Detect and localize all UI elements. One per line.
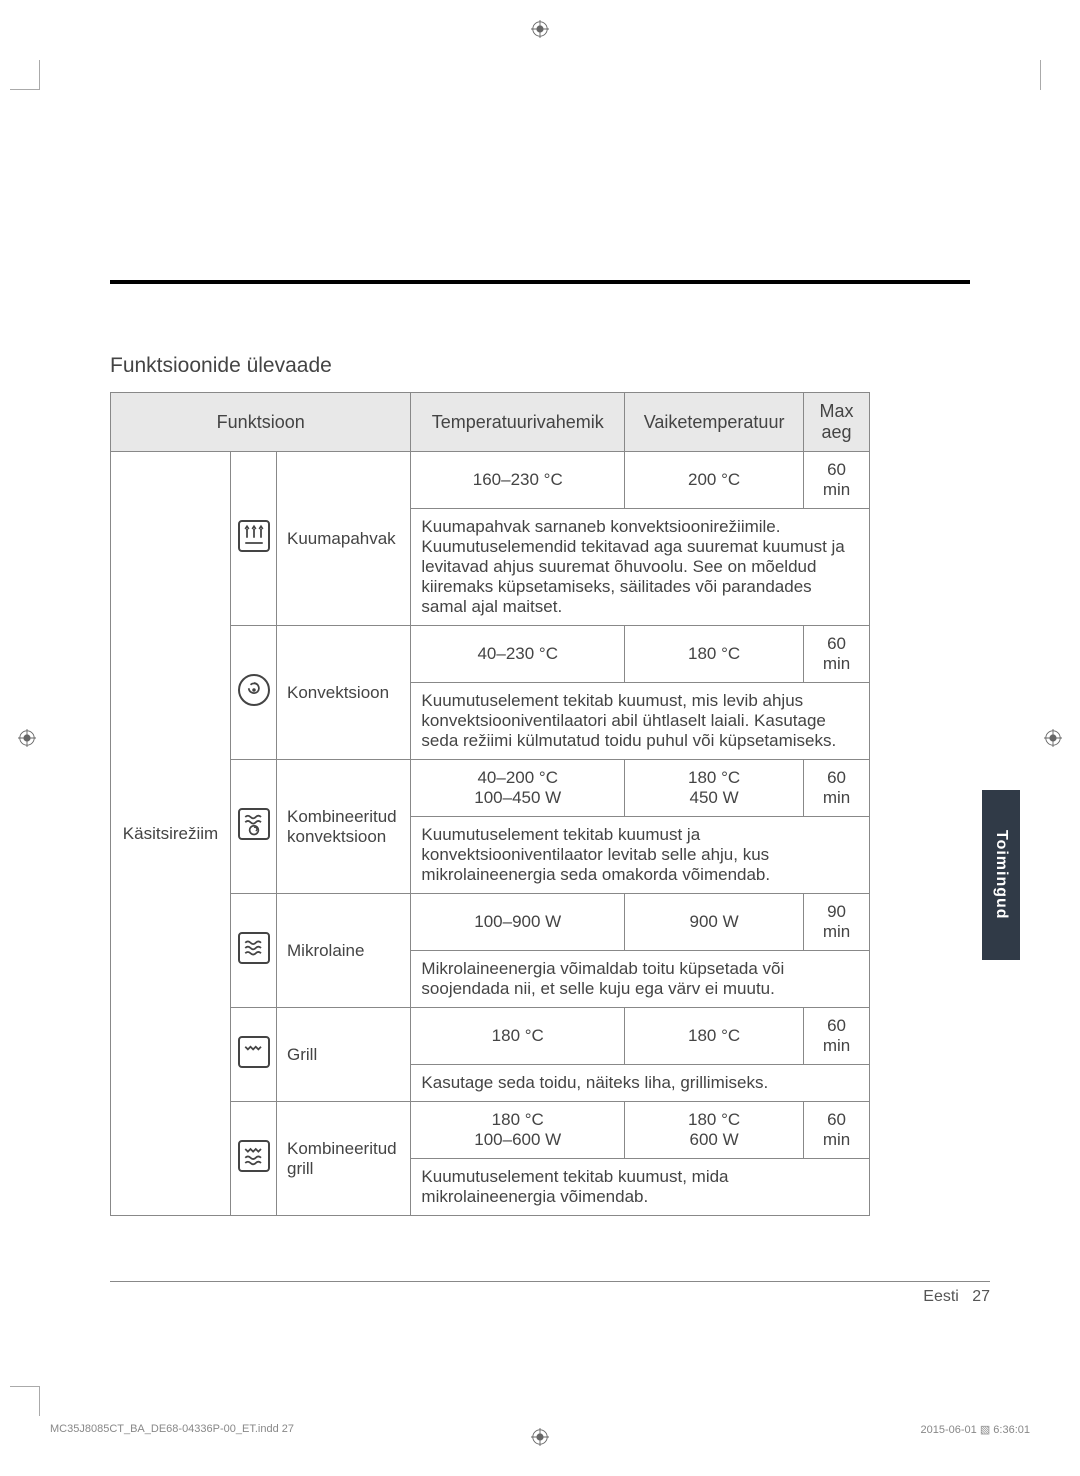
desc-cell: Mikrolaineenergia võimaldab toitu küpset… [411,951,870,1008]
combi-grill-icon [238,1140,270,1172]
side-tab: Toimingud [982,790,1020,960]
def-cell: 200 °C [625,452,804,509]
table-header-row: Funktsioon Temperatuurivahemik Vaiketemp… [111,393,870,452]
max-cell: 60 min [804,452,870,509]
max-cell: 60 min [804,760,870,817]
footer-page: 27 [972,1288,990,1305]
section-title: Funktsioonide ülevaade [110,354,970,378]
temp-cell: 40–230 °C [411,626,625,683]
icon-cell [231,452,277,626]
temp-cell: 40–200 °C 100–450 W [411,760,625,817]
icon-cell [231,1008,277,1102]
desc-cell: Kuumapahvak sarnaneb konvektsioonirežiim… [411,509,870,626]
max-cell: 60 min [804,1102,870,1159]
max-cell: 90 min [804,894,870,951]
desc-cell: Kuumutuselement tekitab kuumust ja konve… [411,817,870,894]
icon-cell [231,1102,277,1216]
header-rule [110,280,970,284]
def-cell: 180 °C [625,626,804,683]
print-left: MC35J8085CT_BA_DE68-04336P-00_ET.indd 27 [50,1423,294,1436]
func-name: Mikrolaine [277,894,411,1008]
def-cell: 180 °C [625,1008,804,1065]
icon-cell [231,760,277,894]
max-cell: 60 min [804,1008,870,1065]
side-tab-label: Toimingud [992,830,1010,920]
max-cell: 60 min [804,626,870,683]
th-max: Max aeg [804,393,870,452]
table-row: Käsitsirežiim Kuumapahvak 160–230 °C 200… [111,452,870,509]
mode-cell: Käsitsirežiim [111,452,231,1216]
th-temp: Temperatuurivahemik [411,393,625,452]
grill-icon [238,1036,270,1068]
convection-icon [238,674,270,706]
desc-cell: Kuumutuselement tekitab kuumust, mida mi… [411,1159,870,1216]
func-name: Kombineeritud konvektsioon [277,760,411,894]
temp-cell: 100–900 W [411,894,625,951]
def-cell: 900 W [625,894,804,951]
func-name: Kuumapahvak [277,452,411,626]
desc-cell: Kasutage seda toidu, näiteks liha, grill… [411,1065,870,1102]
microwave-icon [238,932,270,964]
page-footer: Eesti 27 [110,1281,990,1306]
desc-cell: Kuumutuselement tekitab kuumust, mis lev… [411,683,870,760]
def-cell: 180 °C 600 W [625,1102,804,1159]
temp-cell: 180 °C [411,1008,625,1065]
th-func: Funktsioon [111,393,411,452]
intensive-heat-icon [238,520,270,552]
th-default: Vaiketemperatuur [625,393,804,452]
temp-cell: 160–230 °C [411,452,625,509]
icon-cell [231,626,277,760]
def-cell: 180 °C 450 W [625,760,804,817]
combi-convection-icon [238,808,270,840]
temp-cell: 180 °C 100–600 W [411,1102,625,1159]
print-footer: MC35J8085CT_BA_DE68-04336P-00_ET.indd 27… [50,1423,1030,1436]
func-name: Konvektsioon [277,626,411,760]
func-name: Grill [277,1008,411,1102]
print-right: 2015-06-01 ▧ 6:36:01 [921,1423,1030,1436]
footer-lang: Eesti [923,1288,959,1305]
functions-table: Funktsioon Temperatuurivahemik Vaiketemp… [110,392,870,1216]
func-name: Kombineeritud grill [277,1102,411,1216]
icon-cell [231,894,277,1008]
